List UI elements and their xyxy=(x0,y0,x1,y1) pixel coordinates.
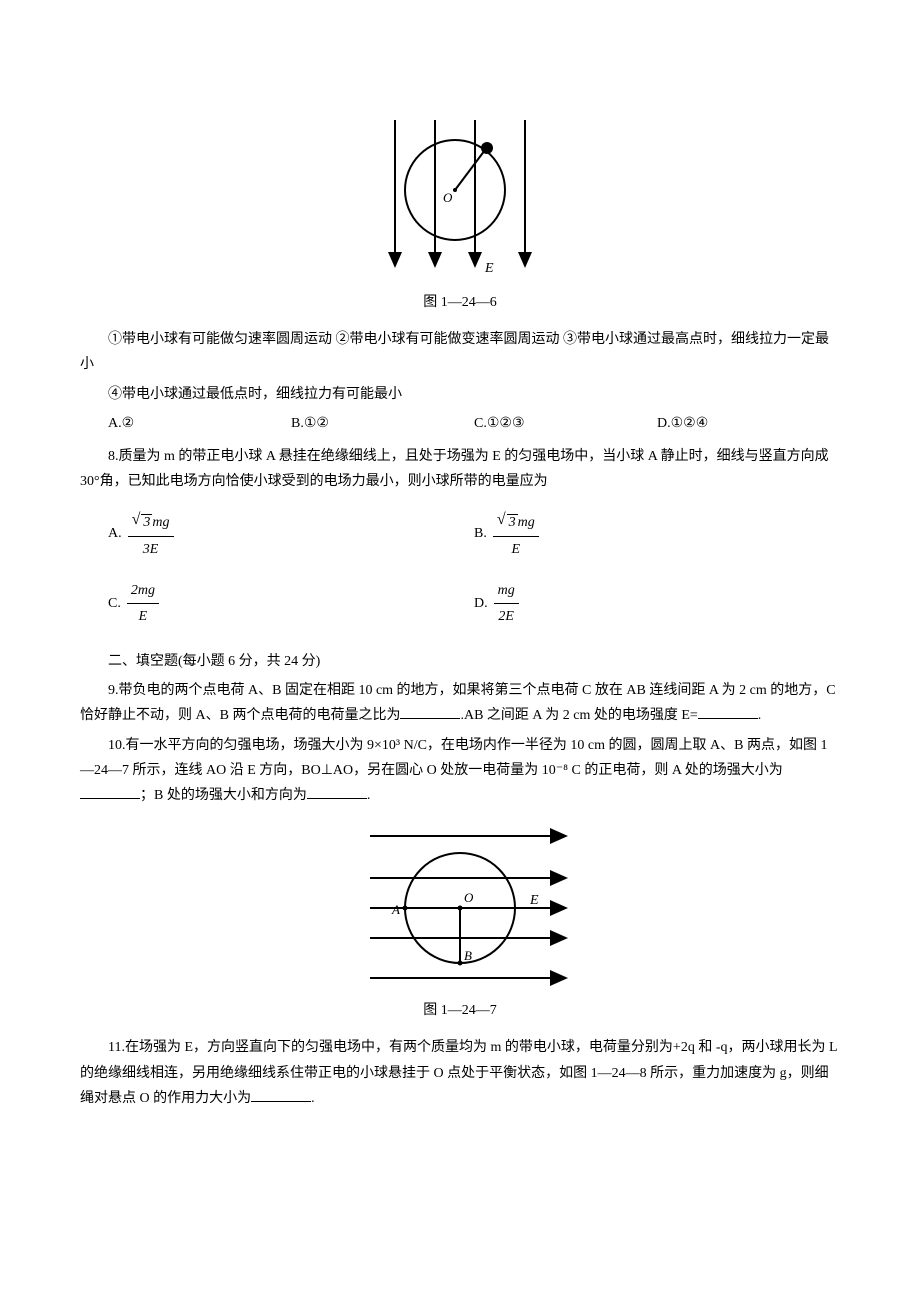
q8-opt-c-label: C. xyxy=(108,591,121,616)
figure-1-24-6-svg: O E xyxy=(365,110,555,280)
figure-1-24-7-svg: A O B E xyxy=(330,818,590,988)
q11-text1: 11.在场强为 E，方向竖直向下的匀强电场中，有两个质量均为 m 的带电小球，电… xyxy=(80,1040,837,1105)
q9-text: 9.带负电的两个点电荷 A、B 固定在相距 10 cm 的地方，如果将第三个点电… xyxy=(80,678,840,728)
q8-opt-b: B. √3mg E xyxy=(474,506,840,561)
q8-opt-b-frac: √3mg E xyxy=(493,506,539,561)
q7-options: A.② B.①② C.①②③ D.①②④ xyxy=(108,411,840,436)
q7-opt-c: C.①②③ xyxy=(474,411,657,436)
q11-text2: . xyxy=(311,1091,315,1106)
q8-opt-d-frac: mg 2E xyxy=(494,578,519,629)
label-e: E xyxy=(484,261,494,276)
label-b: B xyxy=(464,948,472,963)
q10-text3: . xyxy=(367,788,371,803)
label-o2: O xyxy=(464,890,474,905)
q8-opt-c: C. 2mg E xyxy=(108,578,474,629)
q8-opt-c-frac: 2mg E xyxy=(127,578,159,629)
q8-opt-a-frac: √3mg 3E xyxy=(128,506,174,561)
q10-text2: ；B 处的场强大小和方向为 xyxy=(140,788,307,803)
q8-options: A. √3mg 3E B. √3mg E C. 2mg E D. mg 2E xyxy=(108,506,840,645)
q8-opt-d-label: D. xyxy=(474,591,488,616)
section-2-heading: 二、填空题(每小题 6 分，共 24 分) xyxy=(80,649,840,674)
figure-1-24-6: O E xyxy=(80,110,840,280)
q7-opt-a: A.② xyxy=(108,411,291,436)
figure-1-24-6-caption: 图 1—24—6 xyxy=(80,290,840,315)
figure-1-24-7-caption: 图 1—24—7 xyxy=(80,998,840,1023)
q7-opt-b: B.①② xyxy=(291,411,474,436)
q7-opt-d: D.①②④ xyxy=(657,411,840,436)
q11-blank1 xyxy=(251,1088,311,1102)
q10-blank2 xyxy=(307,785,367,799)
q10-blank1 xyxy=(80,785,140,799)
q11-text: 11.在场强为 E，方向竖直向下的匀强电场中，有两个质量均为 m 的带电小球，电… xyxy=(80,1035,840,1111)
q7-statements: ①带电小球有可能做匀速率圆周运动 ②带电小球有可能做变速率圆周运动 ③带电小球通… xyxy=(80,327,840,377)
q9-text2: .AB 之间距 A 为 2 cm 处的电场强度 E= xyxy=(460,708,697,723)
q8-text: 8.质量为 m 的带正电小球 A 悬挂在绝缘细线上，且处于场强为 E 的匀强电场… xyxy=(80,444,840,494)
q9-text3: . xyxy=(758,708,762,723)
q8-opt-d: D. mg 2E xyxy=(474,578,840,629)
label-o: O xyxy=(443,190,453,205)
q9-blank1 xyxy=(400,705,460,719)
label-a: A xyxy=(391,902,400,917)
label-e2: E xyxy=(529,893,539,908)
figure-1-24-7: A O B E xyxy=(80,818,840,988)
q8-opt-b-label: B. xyxy=(474,521,487,546)
q7-statement4: ④带电小球通过最低点时，细线拉力有可能最小 xyxy=(80,382,840,407)
q8-opt-a: A. √3mg 3E xyxy=(108,506,474,561)
q10-text: 10.有一水平方向的匀强电场，场强大小为 9×10³ N/C，在电场内作一半径为… xyxy=(80,733,840,809)
q8-opt-a-label: A. xyxy=(108,521,122,546)
q10-text1: 10.有一水平方向的匀强电场，场强大小为 9×10³ N/C，在电场内作一半径为… xyxy=(80,738,827,778)
q9-blank2 xyxy=(698,705,758,719)
